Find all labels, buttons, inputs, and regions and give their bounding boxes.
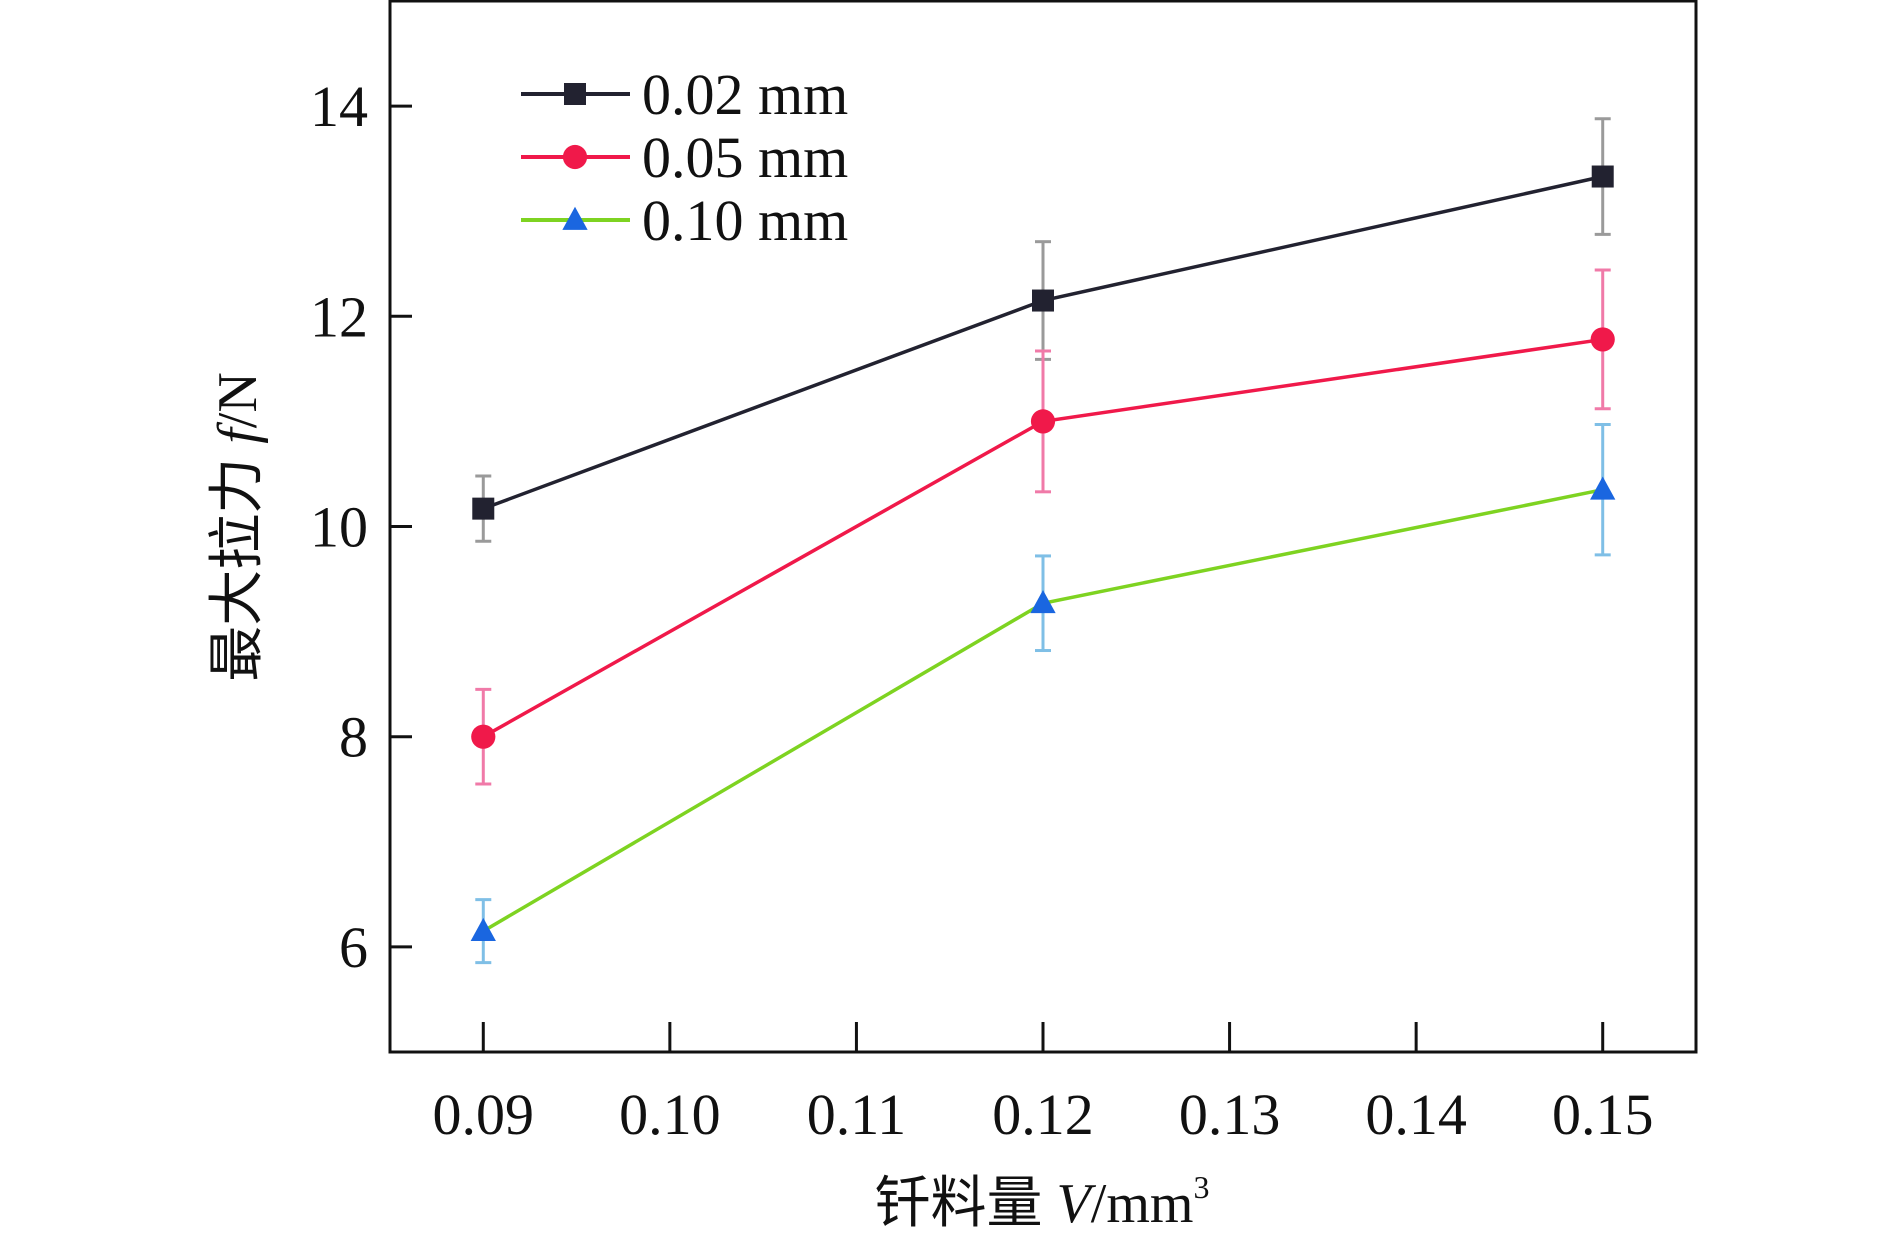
series-0.10-mm bbox=[470, 423, 1616, 965]
y-tick-label: 10 bbox=[310, 495, 368, 560]
triangle-marker bbox=[1030, 590, 1056, 614]
square-marker bbox=[564, 83, 586, 105]
x-tick-label: 0.11 bbox=[807, 1082, 906, 1147]
x-tick-label: 0.10 bbox=[619, 1082, 721, 1147]
x-axis-label: 钎料量 V/mm3 bbox=[875, 1169, 1210, 1235]
legend: 0.02 mm0.05 mm0.10 mm bbox=[521, 62, 848, 253]
series-0.05-mm bbox=[471, 268, 1615, 786]
square-marker bbox=[472, 497, 495, 520]
x-tick-label: 0.15 bbox=[1552, 1082, 1654, 1147]
circle-marker bbox=[1030, 409, 1056, 434]
triangle-marker bbox=[562, 206, 588, 230]
legend-label: 0.10 mm bbox=[642, 188, 848, 253]
series-0.02-mm bbox=[472, 117, 1614, 543]
y-tick-label: 8 bbox=[339, 705, 368, 770]
y-tick-label: 6 bbox=[339, 915, 368, 980]
legend-item: 0.05 mm bbox=[521, 125, 848, 190]
circle-marker bbox=[562, 144, 588, 170]
triangle-marker bbox=[470, 917, 496, 942]
square-marker bbox=[1591, 165, 1614, 188]
circle-marker bbox=[1590, 327, 1615, 352]
x-tick-label: 0.09 bbox=[433, 1082, 535, 1147]
y-tick-label: 12 bbox=[310, 284, 368, 349]
y-tick-label: 14 bbox=[310, 74, 368, 139]
x-tick-label: 0.13 bbox=[1179, 1082, 1281, 1147]
legend-label: 0.02 mm bbox=[642, 62, 848, 127]
x-tick-label: 0.12 bbox=[992, 1082, 1094, 1147]
legend-label: 0.05 mm bbox=[642, 125, 848, 190]
triangle-marker bbox=[1590, 476, 1616, 500]
legend-item: 0.02 mm bbox=[521, 62, 848, 127]
y-axis-label: 最大拉力 f/N bbox=[207, 372, 269, 682]
circle-marker bbox=[471, 724, 496, 749]
x-tick-label: 0.14 bbox=[1365, 1082, 1467, 1147]
legend-item: 0.10 mm bbox=[521, 188, 848, 253]
square-marker bbox=[1032, 289, 1054, 312]
